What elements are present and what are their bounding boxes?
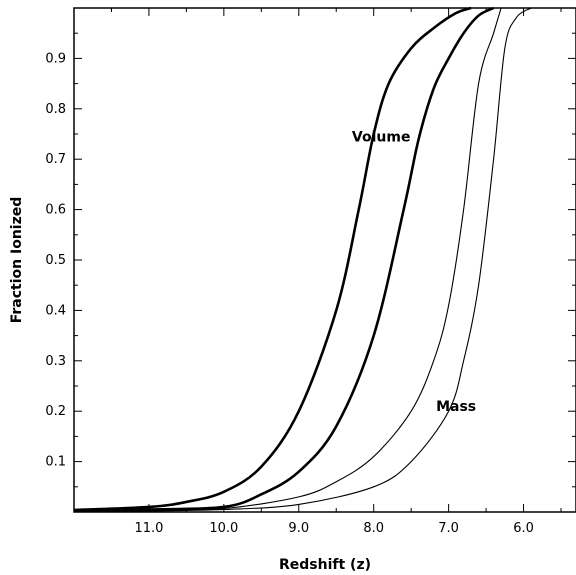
x-tick-label: 7.0 (438, 521, 459, 536)
curves (73, 6, 532, 513)
x-axis-title: Redshift (z) (279, 557, 371, 573)
y-tick-label: 0.4 (45, 303, 66, 318)
y-tick-label: 0.5 (45, 253, 66, 268)
y-tick-label: 0.1 (45, 455, 66, 470)
x-tick-label: 10.0 (209, 521, 238, 536)
y-tick-label: 0.7 (45, 152, 66, 167)
y-tick-label: 0.2 (45, 404, 66, 419)
y-axis-title: Fraction Ionized (9, 197, 25, 324)
x-tick-label: 8.0 (363, 521, 384, 536)
volume-curve-2 (73, 6, 495, 512)
y-tick-label: 0.9 (45, 51, 66, 66)
y-tick-label: 0.3 (45, 354, 66, 369)
y-tick-labels: 0.1 0.2 0.3 0.4 0.5 0.6 0.7 0.8 0.9 (45, 51, 66, 469)
volume-label: Volume (352, 130, 411, 146)
x-tick-label: 9.0 (288, 521, 309, 536)
mass-curve-4 (73, 7, 532, 513)
y-tick-label: 0.6 (45, 203, 66, 218)
y-tick-label: 0.8 (45, 102, 66, 117)
x-tick-label: 6.0 (513, 521, 534, 536)
x-tick-labels: 11.0 10.0 9.0 8.0 7.0 6.0 (134, 521, 533, 536)
x-tick-label: 11.0 (134, 521, 163, 536)
mass-label: Mass (436, 399, 476, 415)
annotations: Volume Mass (352, 130, 476, 416)
volume-curve-1 (73, 6, 472, 512)
mass-curve-3 (73, 7, 502, 512)
